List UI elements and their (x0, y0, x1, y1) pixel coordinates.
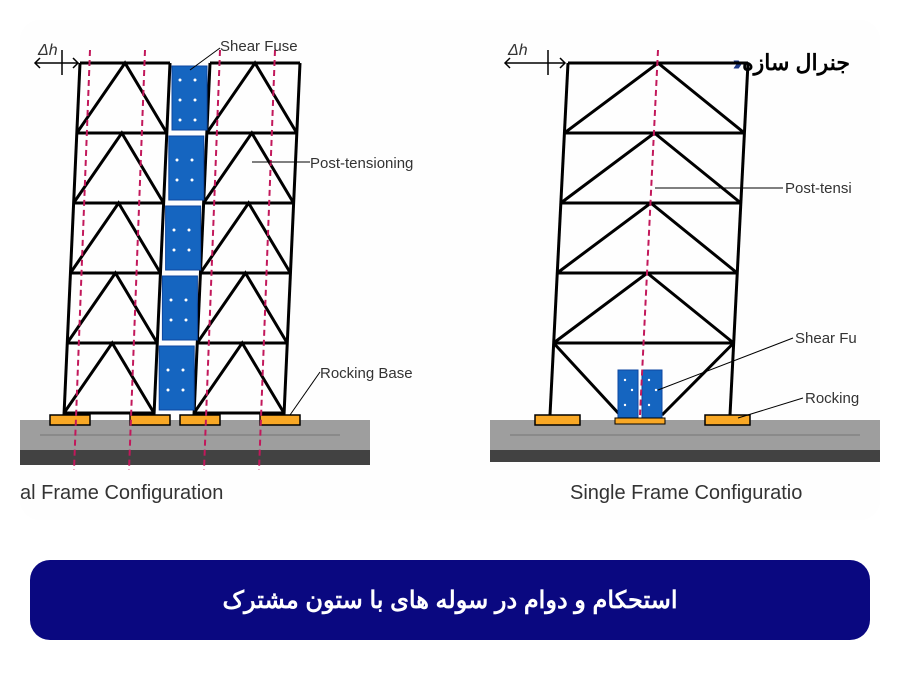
single-frame-svg (450, 20, 880, 520)
right-diagram: Δh Post-tensi Shear Fu Rocking (450, 20, 880, 520)
rocking-base-label: Rocking Base (320, 365, 413, 382)
rocking-base-shape (535, 415, 580, 425)
left-diagram: Δh Shear Fuse Post-tensioning Rocking Ba… (20, 20, 450, 520)
post-tensioning-label: Post-tensioning (310, 155, 413, 172)
delta-h-label: Δh (38, 42, 58, 60)
rocking-base-shape (260, 415, 300, 425)
diagram-panel: جنرال سازه ‹‹‹‹‹ Δh Shear Fuse Post-tens… (20, 20, 880, 520)
ground-base (20, 450, 370, 465)
rocking-base-shape (50, 415, 90, 425)
rocking-base-label: Rocking (805, 390, 859, 407)
shear-fuse-label: Shear Fuse (220, 38, 298, 55)
shear-fuse-shape (618, 370, 638, 418)
left-frame (64, 63, 170, 415)
shear-fuse-label: Shear Fu (795, 330, 857, 347)
shear-fuse-shape (642, 370, 662, 418)
post-tensioning-label: Post-tensi (785, 180, 852, 197)
right-config-label: Single Frame Configuratio (570, 482, 802, 505)
left-config-label: al Frame Configuration (20, 482, 223, 505)
right-frame (194, 63, 300, 415)
caption-bar: استحکام و دوام در سوله های با ستون مشترک (30, 560, 870, 640)
pt-line (640, 50, 658, 415)
caption-text: استحکام و دوام در سوله های با ستون مشترک (223, 586, 678, 615)
ground-base (490, 450, 880, 462)
rocking-base-shape (180, 415, 220, 425)
delta-h-label: Δh (508, 42, 528, 60)
rocking-base-shape (130, 415, 170, 425)
dual-frame-svg (20, 20, 450, 520)
